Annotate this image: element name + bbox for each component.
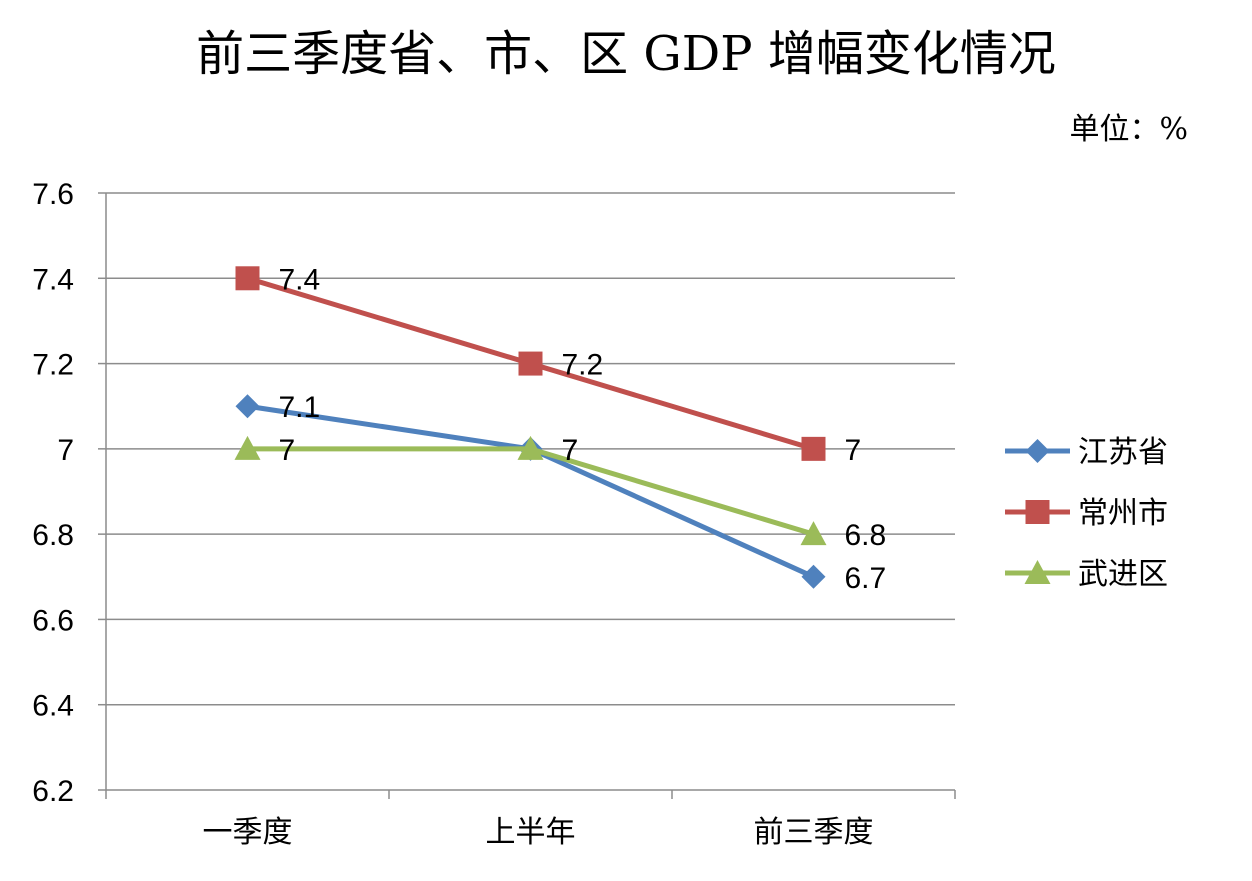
- y-tick-label: 6.6: [32, 604, 74, 637]
- y-tick-label: 7.6: [32, 178, 74, 211]
- data-point-marker: [234, 435, 261, 460]
- legend-label: 武进区: [1078, 557, 1168, 592]
- data-label: 7: [562, 434, 579, 467]
- legend-marker: [1025, 439, 1050, 463]
- x-tick-label: 上半年: [486, 815, 576, 850]
- y-tick-label: 6.2: [32, 775, 74, 808]
- data-point-marker: [235, 394, 260, 419]
- series-line-3: [245, 446, 816, 537]
- data-label: 7: [845, 434, 862, 467]
- y-tick-label: 7.4: [32, 263, 74, 296]
- legend-label: 常州市: [1078, 496, 1168, 531]
- chart-title: 前三季度省、市、区 GDP 增幅变化情况: [196, 26, 1056, 82]
- unit-label: 单位：%: [1069, 112, 1188, 147]
- series-lines: [234, 266, 827, 589]
- axes: 7.6 7.4 7.2 7 6.8 6.6 6.4 6.2 一季度 上半年 前三季度: [32, 178, 956, 850]
- y-tick-label: 6.8: [32, 519, 74, 552]
- data-point-marker: [800, 521, 827, 546]
- x-tick-label: 前三季度: [754, 815, 874, 850]
- data-point-marker: [518, 351, 543, 376]
- y-tick-label: 6.4: [32, 690, 74, 723]
- y-tick-label: 7.2: [32, 349, 74, 382]
- data-point-marker: [235, 266, 260, 291]
- series-line-1: [245, 403, 816, 580]
- legend-marker: [1024, 560, 1051, 584]
- data-label: 7.4: [279, 263, 321, 296]
- data-point-marker: [801, 436, 826, 461]
- data-point-marker: [517, 435, 544, 460]
- legend-label: 江苏省: [1078, 435, 1168, 470]
- data-label: 7.2: [562, 349, 604, 382]
- data-label: 6.7: [845, 562, 887, 595]
- data-label: 6.8: [845, 519, 887, 552]
- x-tick-label: 一季度: [203, 815, 293, 850]
- data-label: 7.1: [279, 391, 321, 424]
- data-labels: 7.176.77.47.277 76.8: [279, 263, 887, 595]
- y-tick-label: 7: [57, 434, 74, 467]
- legend-marker: [1025, 500, 1050, 524]
- data-label: 7: [562, 434, 579, 467]
- data-point-marker: [801, 564, 826, 589]
- data-label: 7: [279, 434, 296, 467]
